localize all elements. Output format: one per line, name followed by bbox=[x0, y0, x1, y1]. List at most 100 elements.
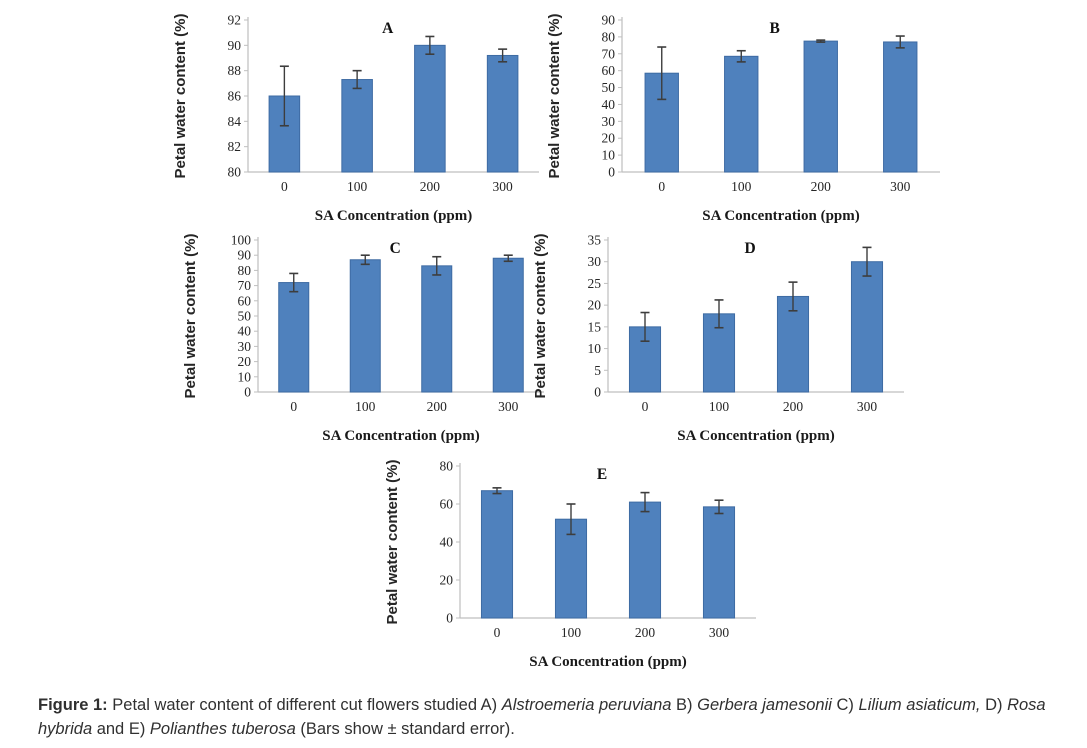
x-tick-label: 100 bbox=[709, 399, 730, 414]
caption-segment: C) bbox=[831, 696, 859, 714]
y-tick-label: 70 bbox=[238, 278, 252, 293]
bar bbox=[850, 261, 884, 393]
chart-panel-d: 0 5 10 15 20 25 30 35 0 100 200 300 D SA Concentratio… bbox=[528, 224, 918, 449]
y-tick-label: 10 bbox=[588, 341, 602, 356]
bar bbox=[278, 282, 310, 393]
bar bbox=[480, 490, 514, 619]
bar bbox=[724, 55, 759, 173]
panel-letter: A bbox=[382, 20, 394, 37]
y-tick-label: 100 bbox=[231, 233, 252, 248]
x-axis-title: SA Concentration (ppm) bbox=[322, 428, 480, 444]
panel-letter: B bbox=[769, 20, 779, 37]
bar bbox=[883, 41, 918, 173]
y-tick-label: 30 bbox=[238, 339, 252, 354]
y-tick-label: 84 bbox=[228, 114, 242, 129]
y-tick-label: 15 bbox=[588, 319, 602, 334]
x-tick-label: 200 bbox=[427, 399, 448, 414]
y-axis-title: Petal water content (%) bbox=[182, 233, 199, 398]
y-tick-label: 50 bbox=[238, 309, 252, 324]
caption-segment: and E) bbox=[92, 719, 150, 738]
bar bbox=[492, 257, 524, 393]
y-tick-label: 40 bbox=[238, 324, 252, 339]
x-tick-label: 300 bbox=[493, 179, 514, 194]
caption-prefix: Figure 1: bbox=[38, 696, 108, 714]
y-tick-label: 20 bbox=[588, 298, 602, 313]
bar bbox=[414, 44, 446, 173]
x-axis-title: SA Concentration (ppm) bbox=[702, 208, 860, 224]
panel-letter: D bbox=[744, 240, 755, 257]
bar-chart-svg: 0 5 10 15 20 25 30 35 0 100 200 300 D SA Concentratio… bbox=[532, 233, 904, 444]
y-tick-label: 86 bbox=[228, 89, 242, 104]
chart-panel-a: 80 82 84 86 88 90 92 0 100 200 300 A SA Concentratio… bbox=[168, 4, 553, 229]
bar bbox=[644, 72, 679, 173]
y-axis-title: Petal water content (%) bbox=[546, 13, 563, 178]
figure-caption: Figure 1: Petal water content of differe… bbox=[38, 694, 1056, 742]
y-tick-label: 70 bbox=[602, 46, 616, 61]
y-tick-label: 60 bbox=[238, 293, 252, 308]
bar bbox=[628, 501, 662, 619]
y-tick-label: 90 bbox=[238, 248, 252, 263]
y-tick-label: 40 bbox=[440, 535, 454, 550]
caption-species-italic: Gerbera jamesonii bbox=[697, 696, 832, 714]
caption-segment: Petal water content of different cut flo… bbox=[107, 696, 502, 714]
x-tick-label: 0 bbox=[290, 399, 297, 414]
bar bbox=[341, 79, 373, 173]
y-tick-label: 90 bbox=[228, 38, 242, 53]
bar bbox=[776, 295, 810, 393]
caption-segment: B) bbox=[671, 696, 698, 714]
x-tick-label: 100 bbox=[731, 179, 752, 194]
caption-segment: D) bbox=[980, 696, 1008, 714]
x-tick-label: 0 bbox=[658, 179, 665, 194]
y-tick-label: 82 bbox=[228, 139, 242, 154]
x-tick-label: 200 bbox=[420, 179, 441, 194]
y-axis-title: Petal water content (%) bbox=[532, 233, 549, 398]
y-tick-label: 60 bbox=[602, 63, 616, 78]
chart-panel-c: 0 10 20 30 40 50 60 70 80 90 100 0 100 200 300 C SA Conc… bbox=[178, 224, 558, 449]
x-axis-title: SA Concentration (ppm) bbox=[529, 654, 687, 670]
bar-chart-svg: 0 20 40 60 80 0 100 200 300 E SA Concentration (pp… bbox=[384, 459, 756, 670]
x-tick-label: 300 bbox=[890, 179, 911, 194]
y-tick-label: 92 bbox=[228, 13, 242, 28]
y-tick-label: 20 bbox=[602, 131, 616, 146]
y-tick-label: 80 bbox=[238, 263, 252, 278]
bar bbox=[486, 54, 519, 173]
y-tick-label: 50 bbox=[602, 80, 616, 95]
y-tick-label: 20 bbox=[238, 354, 252, 369]
x-tick-label: 0 bbox=[494, 625, 501, 640]
x-tick-label: 0 bbox=[281, 179, 288, 194]
y-tick-label: 5 bbox=[594, 363, 601, 378]
y-tick-label: 60 bbox=[440, 497, 454, 512]
bar bbox=[421, 265, 453, 393]
y-tick-label: 80 bbox=[228, 165, 242, 180]
bar bbox=[349, 259, 381, 393]
y-tick-label: 35 bbox=[588, 233, 602, 248]
x-tick-label: 200 bbox=[783, 399, 804, 414]
y-tick-label: 10 bbox=[238, 369, 252, 384]
x-tick-label: 0 bbox=[642, 399, 649, 414]
panel-letter: C bbox=[390, 240, 401, 257]
x-tick-label: 100 bbox=[561, 625, 582, 640]
caption-species-italic: Polianthes tuberosa bbox=[149, 719, 296, 738]
y-tick-label: 30 bbox=[602, 114, 616, 129]
caption-species-italic: Rosa hybrida bbox=[38, 696, 1046, 738]
y-tick-label: 40 bbox=[602, 97, 616, 112]
y-tick-label: 25 bbox=[588, 276, 602, 291]
panel-letter: E bbox=[597, 466, 607, 483]
y-tick-label: 0 bbox=[608, 165, 615, 180]
x-tick-label: 300 bbox=[498, 399, 519, 414]
y-axis-title: Petal water content (%) bbox=[172, 13, 189, 178]
bar bbox=[554, 518, 588, 619]
y-tick-label: 20 bbox=[440, 573, 454, 588]
y-tick-label: 10 bbox=[602, 148, 616, 163]
x-tick-label: 200 bbox=[635, 625, 656, 640]
bar bbox=[803, 40, 838, 173]
y-tick-label: 0 bbox=[446, 611, 453, 626]
bar bbox=[702, 506, 736, 619]
caption-segment: (Bars show ± standard error). bbox=[295, 719, 515, 738]
x-axis-title: SA Concentration (ppm) bbox=[315, 208, 473, 224]
x-tick-label: 100 bbox=[355, 399, 376, 414]
y-tick-label: 0 bbox=[594, 385, 601, 400]
y-tick-label: 80 bbox=[602, 29, 616, 44]
